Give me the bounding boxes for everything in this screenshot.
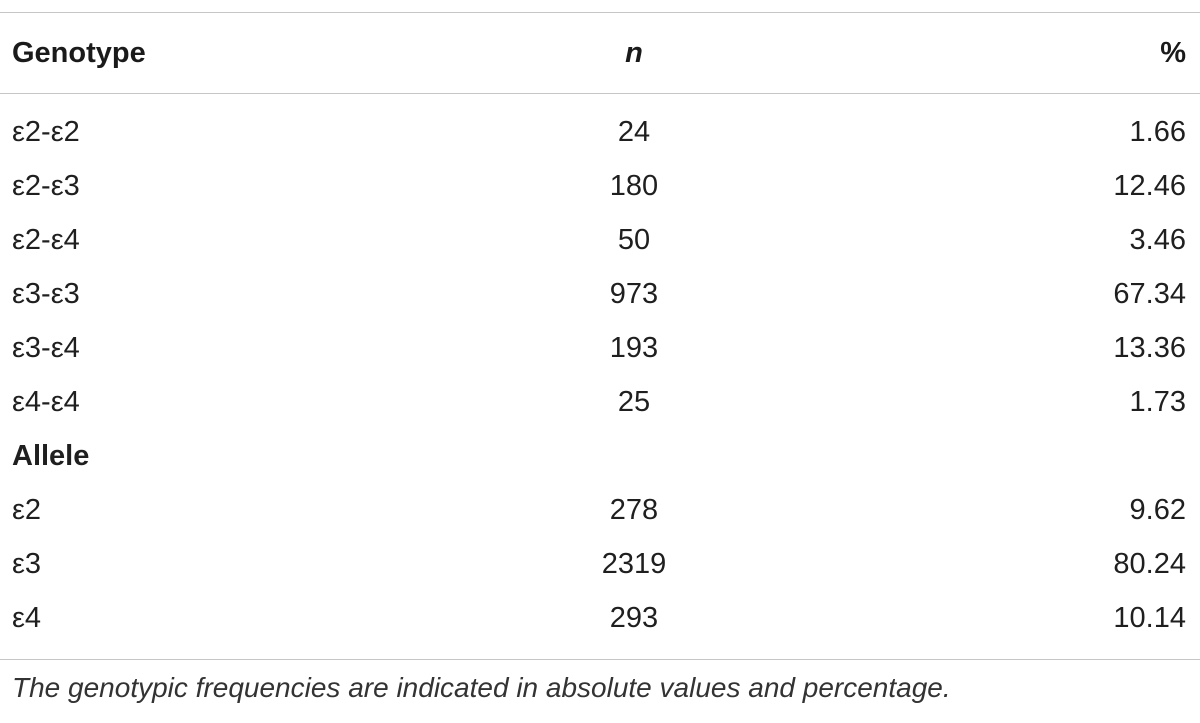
row-label: ε2-ε3 <box>12 170 80 202</box>
table-bottom-rule <box>0 659 1200 660</box>
row-percent: 1.66 <box>1129 116 1186 148</box>
row-n: 2319 <box>601 548 667 580</box>
row-n: 180 <box>609 170 659 202</box>
table-row: ε3-ε3 973 67.34 <box>0 271 1200 317</box>
row-percent: 10.14 <box>1113 602 1186 634</box>
table-row: ε2 278 9.62 <box>0 487 1200 533</box>
row-n: 278 <box>609 494 659 526</box>
row-percent: 3.46 <box>1129 224 1186 256</box>
row-percent: 12.46 <box>1113 170 1186 202</box>
table-row: ε2-ε2 24 1.66 <box>0 109 1200 155</box>
table-row: ε4-ε4 25 1.73 <box>0 379 1200 425</box>
table-row: ε4 293 10.14 <box>0 595 1200 641</box>
row-n: 50 <box>617 224 651 256</box>
row-label: ε3 <box>12 548 42 580</box>
row-percent: 80.24 <box>1113 548 1186 580</box>
row-label: ε3-ε3 <box>12 278 80 310</box>
row-label: ε2 <box>12 494 42 526</box>
row-n: 293 <box>609 602 659 634</box>
row-label: ε4-ε4 <box>12 386 80 418</box>
row-n: 193 <box>609 332 659 364</box>
table-row: ε2-ε4 50 3.46 <box>0 217 1200 263</box>
table-top-rule <box>0 12 1200 13</box>
row-label: ε2-ε4 <box>12 224 80 256</box>
allele-section-heading: Allele <box>12 440 90 472</box>
row-percent: 67.34 <box>1113 278 1186 310</box>
header-percent: % <box>1160 37 1186 69</box>
row-n: 24 <box>617 116 651 148</box>
table-footnote: The genotypic frequencies are indicated … <box>12 672 951 703</box>
row-label: ε3-ε4 <box>12 332 80 364</box>
row-n: 973 <box>609 278 659 310</box>
table-row: ε3 2319 80.24 <box>0 541 1200 587</box>
table-header-rule <box>0 93 1200 94</box>
row-percent: 9.62 <box>1129 494 1186 526</box>
table-row: ε2-ε3 180 12.46 <box>0 163 1200 209</box>
allele-section-row: Allele <box>0 433 1200 479</box>
row-n: 25 <box>617 386 651 418</box>
row-label: ε4 <box>12 602 42 634</box>
row-label: ε2-ε2 <box>12 116 80 148</box>
header-n: n <box>625 37 643 69</box>
row-percent: 13.36 <box>1113 332 1186 364</box>
table-row: ε3-ε4 193 13.36 <box>0 325 1200 371</box>
header-genotype: Genotype <box>12 37 146 69</box>
table-header-row: Genotype n % <box>0 30 1200 76</box>
row-percent: 1.73 <box>1129 386 1186 418</box>
